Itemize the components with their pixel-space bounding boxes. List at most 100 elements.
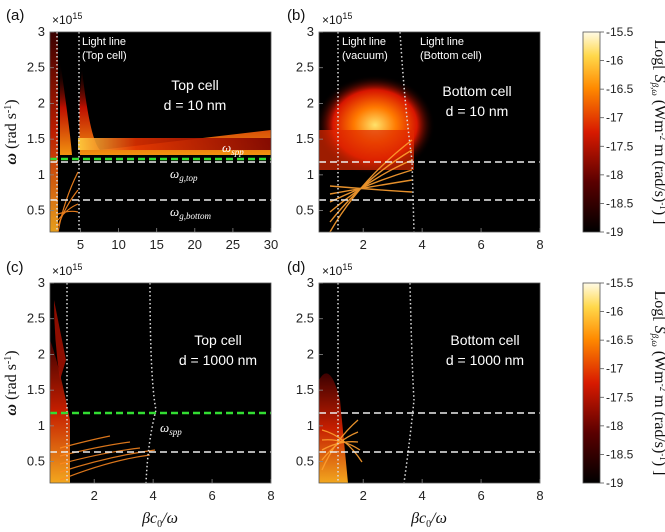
- x-ticks-d: 2 4 6 8: [360, 479, 544, 503]
- light-line-bottom-b: [399, 31, 415, 233]
- title-b: Bottom cell: [442, 83, 511, 99]
- x-tick-label: 6: [477, 488, 484, 503]
- y-ticks-d: 0.5 1 1.5 2 2.5 3: [296, 275, 323, 469]
- x-tick-label: 25: [226, 237, 240, 252]
- y-tick-label: 1: [38, 418, 45, 433]
- light-line-bottom-d: [403, 282, 415, 484]
- colorbar-tick-label: -16.5: [606, 333, 634, 347]
- colorbar-tick-label: -18: [606, 419, 624, 433]
- light-line-label-a-2: (Top cell): [82, 50, 127, 62]
- title-c: Top cell: [194, 332, 241, 348]
- light-line-vacuum-label-b-1: Light line: [342, 36, 386, 48]
- panel-label-d: (d): [287, 259, 305, 276]
- colorbar-bottom-ticks: -15.5 -16 -16.5 -17 -17.5 -18 -18.5 -19: [600, 276, 634, 490]
- x-tick-label: 8: [536, 237, 543, 252]
- colorbar-tick-label: -17.5: [606, 139, 634, 153]
- subtitle-b: d = 10 nm: [446, 103, 509, 119]
- y-tick-label: 2.5: [296, 60, 314, 75]
- x-tick-label: 10: [111, 237, 125, 252]
- heat-plume-c: [54, 300, 66, 380]
- y-tick-label: 0.5: [296, 454, 314, 469]
- x-tick-label: 4: [419, 488, 426, 503]
- panel-d: Bottom cell d = 1000 nm 2 4 6 8 0.5 1 1.5 2 2.5…: [287, 259, 544, 503]
- x-tick-label: 6: [477, 237, 484, 252]
- colorbar-top-label: Log[ Sβ,ω (Wm-2 m (rad/s)-1) ]: [650, 40, 665, 225]
- y-tick-label: 1.5: [27, 131, 45, 146]
- y-tick-label: 2: [307, 346, 314, 361]
- frame-a: [49, 31, 272, 233]
- y-tick-label: 1.5: [296, 382, 314, 397]
- y-tick-label: 2.5: [27, 60, 45, 75]
- subtitle-d: d = 1000 nm: [446, 352, 524, 368]
- x-tick-label: 2: [91, 488, 98, 503]
- y-tick-label: 3: [307, 275, 314, 290]
- x-tick-label: 15: [149, 237, 163, 252]
- y-axis-label-top: ω (rad s-1): [3, 99, 20, 164]
- light-line-bottom-label-b-1: Light line: [420, 36, 464, 48]
- colorbar-tick-label: -17: [606, 362, 624, 376]
- y-scale-a: ×1015: [52, 11, 82, 27]
- heat-modes-d: [321, 419, 363, 471]
- x-tick-label: 4: [150, 488, 157, 503]
- colorbar-tick-label: -16: [606, 305, 624, 319]
- frame-c: [49, 282, 272, 484]
- colorbar-top-gradient: [582, 31, 601, 233]
- x-tick-label: 6: [208, 488, 215, 503]
- light-line-label-a-1: Light line: [82, 36, 126, 48]
- y-tick-label: 1: [38, 167, 45, 182]
- y-tick-label: 2: [38, 346, 45, 361]
- colorbar-tick-label: -19: [606, 225, 624, 239]
- x-tick-label: 2: [360, 237, 367, 252]
- light-line-bottom-label-b-2: (Bottom cell): [420, 50, 482, 62]
- y-ticks-b: 0.5 1 1.5 2 2.5 3: [296, 24, 323, 218]
- y-tick-label: 3: [38, 275, 45, 290]
- heat-modes-b: [329, 139, 413, 232]
- colorbar-tick-label: -18.5: [606, 447, 634, 461]
- heatmap-a: [50, 32, 271, 232]
- colorbar-tick-label: -16.5: [606, 82, 634, 96]
- heat-spp-band-a: [78, 138, 271, 150]
- panel-a: Light line (Top cell) Top cell d = 10 nm…: [6, 7, 278, 252]
- x-tick-label: 20: [188, 237, 202, 252]
- y-tick-label: 2.5: [296, 311, 314, 326]
- colorbar-tick-label: -15.5: [606, 276, 634, 290]
- plot-area-c: [50, 283, 271, 483]
- y-tick-label: 1: [307, 167, 314, 182]
- x-tick-label: 4: [419, 237, 426, 252]
- colorbar-tick-label: -18.5: [606, 196, 634, 210]
- heatmap-c: [50, 300, 156, 483]
- x-tick-label: 5: [77, 237, 84, 252]
- colorbar-bottom-gradient: [582, 282, 601, 484]
- y-tick-label: 3: [38, 24, 45, 39]
- colorbar-bottom: -15.5 -16 -16.5 -17 -17.5 -18 -18.5 -19 Log[ Sβ…: [582, 276, 665, 490]
- colorbar-tick-label: -18: [606, 168, 624, 182]
- y-scale-d: ×1015: [322, 262, 352, 278]
- light-line-top-c: [145, 282, 157, 484]
- colorbar-top-ticks: -15.5 -16 -16.5 -17 -17.5 -18 -18.5 -19: [600, 25, 634, 239]
- title-d: Bottom cell: [450, 332, 519, 348]
- heat-modes-c: [59, 435, 156, 481]
- colorbar-top: -15.5 -16 -16.5 -17 -17.5 -18 -18.5 -19 Log[ Sβ…: [582, 25, 665, 239]
- y-scale-c: ×1015: [52, 262, 82, 278]
- y-tick-label: 1: [307, 418, 314, 433]
- y-tick-label: 1.5: [296, 131, 314, 146]
- x-ticks-a: 5 10 15 20 25 30: [77, 228, 278, 252]
- colorbar-tick-label: -19: [606, 476, 624, 490]
- y-ticks-a: 0.5 1 1.5 2 2.5 3: [27, 24, 54, 218]
- title-a: Top cell: [171, 77, 218, 93]
- y-tick-label: 3: [307, 24, 314, 39]
- y-tick-label: 2: [307, 95, 314, 110]
- panel-b: Light line (vacuum) Light line (Bottom c…: [287, 7, 544, 252]
- colorbar-tick-label: -16: [606, 54, 624, 68]
- y-tick-label: 0.5: [27, 454, 45, 469]
- y-tick-label: 2.5: [27, 311, 45, 326]
- y-axis-label-bottom: ω (rad s-1): [3, 350, 20, 415]
- frame-d: [318, 282, 541, 484]
- colorbar-tick-label: -17: [606, 111, 624, 125]
- colorbar-tick-label: -17.5: [606, 390, 634, 404]
- x-tick-label: 8: [536, 488, 543, 503]
- x-ticks-c: 2 4 6 8: [91, 479, 275, 503]
- colorbar-tick-label: -15.5: [606, 25, 634, 39]
